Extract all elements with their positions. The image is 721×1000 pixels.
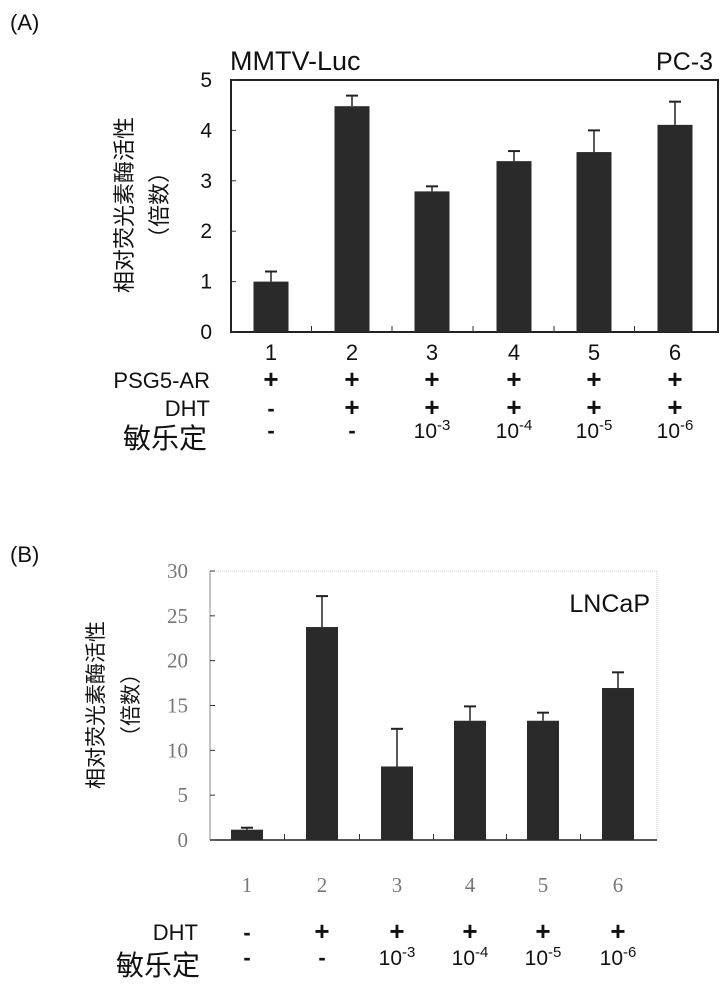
minus-sign: - [318,945,325,970]
x-tick-label: 4 [508,340,520,365]
y-tick-label: 5 [178,783,189,807]
y-tick-label: 15 [167,694,188,718]
x-tick-label: 1 [242,873,253,897]
x-tick-label: 2 [317,873,328,897]
chart-title: MMTV-Luc [230,46,361,76]
y-axis-label: 相对荧光素酶活性 [85,621,108,789]
x-tick-label: 4 [465,873,476,897]
y-tick-label: 0 [200,321,212,344]
minus-sign: - [348,418,355,443]
y-axis-label: （倍数） [120,663,143,747]
x-tick-label: 3 [426,340,438,365]
y-tick-label: 5 [200,69,212,92]
panel-label: (B) [10,542,39,567]
condition-label: DHT [165,396,210,421]
plus-sign: + [263,364,278,394]
plus-sign: + [667,392,682,422]
y-axis-label: （倍数） [147,161,172,249]
minus-sign: - [243,920,250,945]
condition-label: DHT [153,920,198,945]
plus-sign: + [424,364,439,394]
bar [414,191,450,332]
y-tick-label: 3 [200,170,212,193]
bar [496,161,532,332]
cell-line-label: LNCaP [569,590,650,618]
x-tick-label: 3 [392,873,403,897]
plus-sign: + [314,916,329,946]
cell-line-label: PC-3 [656,48,713,76]
plus-sign: + [667,364,682,394]
concentration-value: 10-4 [496,417,533,443]
y-tick-label: 30 [167,559,188,583]
plus-sign: + [610,916,625,946]
bar [306,627,338,840]
concentration-value: 10-3 [379,944,416,970]
plus-sign: + [344,364,359,394]
bar [334,106,370,332]
y-tick-label: 2 [200,220,212,243]
condition-label: 敏乐定 [116,950,200,981]
x-tick-label: 6 [669,340,681,365]
y-tick-label: 0 [178,828,189,852]
plot-frame [230,79,719,333]
plus-sign: + [506,392,521,422]
bar [602,688,634,840]
plus-sign: + [424,392,439,422]
chart-panel-a: (A) MMTV-Luc PC-3 0 1 2 3 4 5 相对荧光素酶活性 （倍数） 1 2 3 4 5 6 P… [10,10,719,454]
plus-sign: + [586,364,601,394]
minus-sign: - [267,418,274,443]
plus-sign: + [344,392,359,422]
y-tick-label: 10 [167,738,188,762]
concentration-value: 10-5 [525,944,562,970]
x-tick-label: 2 [346,340,358,365]
bar [576,152,612,332]
plus-sign: + [462,916,477,946]
plus-sign: + [389,916,404,946]
y-tick-label: 20 [167,649,188,673]
y-tick-label: 1 [200,271,212,294]
bar [231,829,263,840]
plus-sign: + [506,364,521,394]
bar [527,720,559,840]
concentration-value: 10-5 [576,417,613,443]
minus-sign: - [243,945,250,970]
concentration-value: 10-6 [600,944,637,970]
x-tick-label: 6 [613,873,624,897]
bar [253,281,289,332]
panel-label: (A) [10,10,39,35]
plus-sign: + [535,916,550,946]
y-tick-label: 25 [167,604,188,628]
condition-label: 敏乐定 [123,423,207,454]
x-tick-label: 5 [538,873,549,897]
concentration-value: 10-6 [657,417,694,443]
bar [454,720,486,840]
concentration-value: 10-4 [452,944,489,970]
bar [381,766,413,840]
plus-sign: + [586,392,601,422]
y-tick-label: 4 [200,119,212,142]
minus-sign: - [267,396,274,421]
bar [657,124,693,332]
concentration-value: 10-3 [414,417,451,443]
condition-label: PSG5-AR [113,368,210,393]
x-tick-label: 5 [588,340,600,365]
y-axis-label: 相对荧光素酶活性 [112,117,137,293]
chart-panel-b: (B) LNCaP 0 5 10 15 20 25 30 相对荧光素酶活性 （倍数） 1 2 3 4 5 6 DH… [10,542,658,981]
x-tick-label: 1 [265,340,277,365]
